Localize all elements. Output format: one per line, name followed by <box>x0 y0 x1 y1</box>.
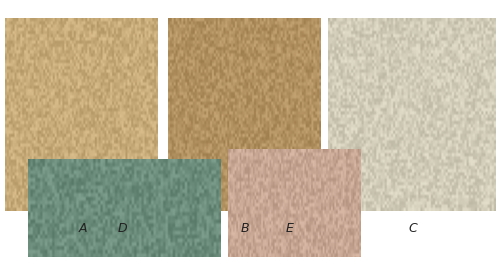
Text: D: D <box>118 222 128 235</box>
Text: A: A <box>78 222 87 235</box>
Text: B: B <box>240 222 250 235</box>
Text: C: C <box>408 222 417 235</box>
Text: E: E <box>286 222 294 235</box>
